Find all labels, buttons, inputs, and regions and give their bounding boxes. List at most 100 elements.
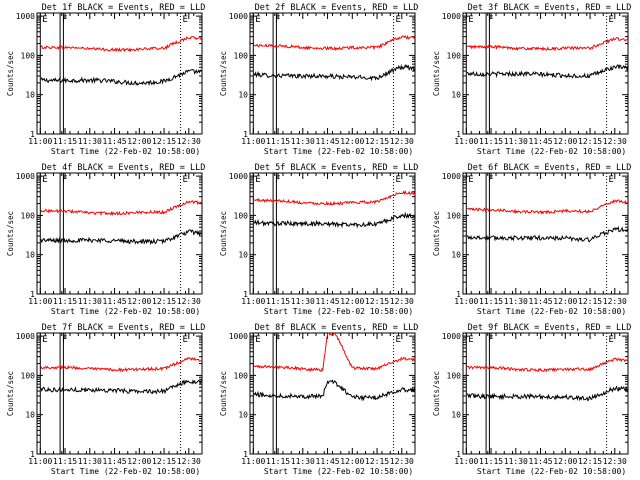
plot-frame — [36, 12, 203, 135]
x-tick-label: 11:00 — [454, 297, 478, 306]
marker-label: E — [42, 335, 47, 345]
y-axis-label: Counts/sec — [6, 371, 15, 416]
x-tick-label: 11:15 — [266, 137, 290, 146]
marker-label: E — [396, 175, 401, 185]
x-tick-label: 11:15 — [53, 137, 77, 146]
marker-label: F — [488, 175, 493, 185]
y-tick-label: 1 — [30, 450, 35, 459]
x-axis-label: Start Time (22-Feb-02 10:58:00) — [51, 307, 200, 316]
y-tick-label: 1 — [243, 450, 248, 459]
y-tick-label: 100 — [21, 211, 36, 220]
series-line-lld — [40, 199, 203, 217]
x-tick-label: 12:00 — [127, 137, 151, 146]
x-axis-label: Start Time (22-Feb-02 10:58:00) — [51, 467, 200, 476]
series-line-lld — [40, 35, 203, 53]
marker-label: F — [62, 15, 67, 25]
x-tick-label: 12:00 — [340, 297, 364, 306]
x-tick-label: 11:45 — [103, 457, 127, 466]
y-tick-label: 1000 — [16, 172, 35, 181]
x-tick-label: 11:45 — [316, 297, 340, 306]
y-tick-label: 1 — [456, 130, 461, 139]
y-tick-label: 1000 — [16, 12, 35, 21]
x-axis-label: Start Time (22-Feb-02 10:58:00) — [477, 147, 626, 156]
panel-title: Det 3f BLACK = Events, RED = LLD — [468, 3, 632, 13]
y-tick-label: 10 — [25, 411, 35, 420]
series-line-lld — [253, 34, 416, 51]
x-tick-label: 12:15 — [365, 137, 389, 146]
marker-label: F — [488, 15, 493, 25]
x-tick-label: 11:45 — [316, 457, 340, 466]
x-tick-label: 11:30 — [291, 137, 315, 146]
panel-det-3: Det 3f BLACK = Events, RED = LLD Counts/s… — [432, 3, 631, 156]
panel-title: Det 1f BLACK = Events, RED = LLD — [42, 3, 206, 13]
x-tick-label: 12:15 — [365, 297, 389, 306]
x-tick-label: 12:00 — [340, 137, 364, 146]
marker-label: E — [183, 175, 188, 185]
x-tick-label: 12:15 — [152, 297, 176, 306]
y-axis-label: Counts/sec — [432, 211, 441, 256]
y-axis-label: Counts/sec — [432, 371, 441, 416]
panel-title: Det 7f BLACK = Events, RED = LLD — [42, 323, 206, 333]
y-axis-label: Counts/sec — [6, 211, 15, 256]
x-tick-label: 12:15 — [152, 457, 176, 466]
panel-det-8: Det 8f BLACK = Events, RED = LLD Counts/s… — [219, 323, 418, 476]
marker-label: E — [183, 335, 188, 345]
panel-title: Det 8f BLACK = Events, RED = LLD — [255, 323, 419, 333]
x-tick-label: 11:00 — [454, 457, 478, 466]
y-tick-label: 1000 — [442, 332, 461, 341]
x-tick-label: 11:15 — [479, 137, 503, 146]
x-tick-label: 11:00 — [241, 137, 265, 146]
x-tick-label: 12:30 — [177, 297, 201, 306]
x-tick-label: 12:30 — [390, 457, 414, 466]
x-tick-label: 11:30 — [78, 137, 102, 146]
x-tick-label: 11:00 — [454, 137, 478, 146]
y-tick-label: 1 — [243, 290, 248, 299]
y-tick-label: 1 — [243, 130, 248, 139]
y-tick-label: 100 — [447, 51, 462, 60]
x-tick-label: 12:00 — [553, 137, 577, 146]
series-line-events — [40, 229, 203, 246]
y-tick-label: 10 — [451, 91, 461, 100]
y-tick-label: 1000 — [229, 332, 248, 341]
y-tick-label: 1000 — [229, 12, 248, 21]
marker-label: E — [255, 335, 260, 345]
x-tick-label: 11:00 — [28, 137, 52, 146]
x-tick-label: 12:30 — [603, 137, 627, 146]
panel-title: Det 2f BLACK = Events, RED = LLD — [255, 3, 419, 13]
x-tick-label: 12:30 — [390, 297, 414, 306]
x-tick-label: 11:30 — [291, 297, 315, 306]
x-tick-label: 11:30 — [504, 137, 528, 146]
y-tick-label: 10 — [451, 411, 461, 420]
x-tick-label: 11:00 — [28, 457, 52, 466]
marker-label: E — [183, 15, 188, 25]
y-tick-label: 1 — [30, 130, 35, 139]
panel-det-5: Det 5f BLACK = Events, RED = LLD Counts/s… — [219, 163, 418, 316]
y-tick-label: 10 — [25, 91, 35, 100]
panel-det-9: Det 9f BLACK = Events, RED = LLD Counts/s… — [432, 323, 631, 476]
x-tick-label: 11:15 — [266, 297, 290, 306]
x-tick-label: 11:45 — [103, 297, 127, 306]
y-tick-label: 10 — [238, 251, 248, 260]
series-line-lld — [253, 190, 416, 206]
series-line-events — [466, 225, 629, 243]
marker-label: E — [609, 15, 614, 25]
series-line-events — [40, 379, 203, 395]
marker-label: F — [62, 335, 67, 345]
plot-frame — [249, 332, 416, 455]
marker-label: E — [609, 335, 614, 345]
x-tick-label: 11:30 — [504, 297, 528, 306]
x-tick-label: 11:45 — [529, 137, 553, 146]
marker-label: E — [468, 175, 473, 185]
x-tick-label: 12:15 — [365, 457, 389, 466]
series-line-lld — [253, 332, 416, 373]
x-tick-label: 11:15 — [53, 457, 77, 466]
x-axis-label: Start Time (22-Feb-02 10:58:00) — [264, 147, 413, 156]
panel-title: Det 9f BLACK = Events, RED = LLD — [468, 323, 632, 333]
panel-title: Det 4f BLACK = Events, RED = LLD — [42, 163, 206, 173]
x-tick-label: 11:15 — [53, 297, 77, 306]
x-tick-label: 12:00 — [127, 457, 151, 466]
x-tick-label: 12:30 — [177, 457, 201, 466]
x-axis-label: Start Time (22-Feb-02 10:58:00) — [264, 467, 413, 476]
plot-frame — [249, 172, 416, 295]
y-axis-label: Counts/sec — [432, 51, 441, 96]
